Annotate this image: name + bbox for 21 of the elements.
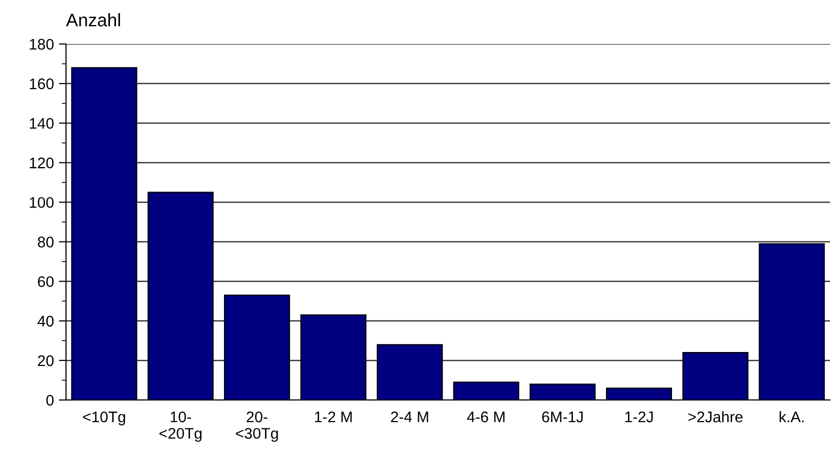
y-tick-label: 160: [30, 78, 54, 90]
y-tick-label: 80: [38, 236, 54, 248]
y-tick-label: 20: [38, 355, 54, 366]
y-tick-label: 100: [30, 197, 54, 208]
y-axis-title: Anzahl: [66, 13, 120, 26]
x-tick-label: 1-2J: [625, 412, 653, 422]
y-tick-label: 60: [38, 276, 54, 288]
x-tick-label: >2Jahre: [688, 411, 743, 422]
x-tick-label: 20- <30Tg: [236, 412, 278, 442]
y-tick-label: 40: [38, 316, 54, 327]
y-tick-label: 180: [30, 38, 54, 50]
x-tick-label: 1-2 M: [315, 412, 352, 422]
x-tick-label: 10- <20Tg: [159, 412, 202, 442]
x-tick-label: k.A.: [780, 411, 804, 422]
x-tick-label: 4-6 M: [467, 412, 504, 422]
y-tick-label: 140: [30, 118, 54, 129]
y-tick-label: 120: [30, 158, 54, 168]
x-tick-label: <10Tg: [83, 412, 126, 426]
x-tick-label: 6M-1J: [542, 412, 583, 422]
x-tick-label: 2-4 M: [391, 412, 428, 422]
y-tick-label: 0: [46, 394, 54, 406]
